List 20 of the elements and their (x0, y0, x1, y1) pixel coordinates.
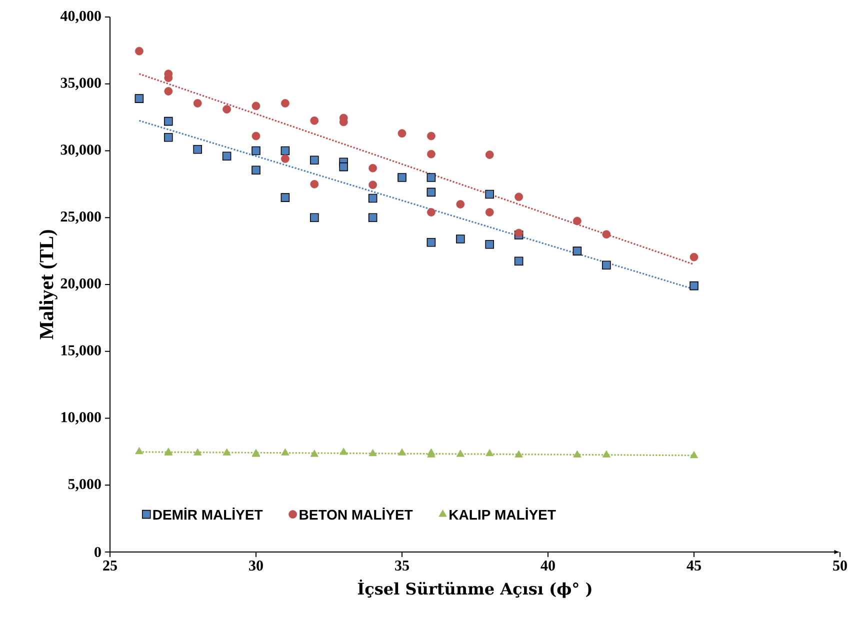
y-tick-label: 5,000 (68, 478, 101, 492)
y-tick-label: 35,000 (60, 78, 101, 90)
y-tick-label: 30,000 (60, 144, 101, 157)
legend-label: DEMİR MALİYET (153, 508, 263, 520)
y-tick-label: 0 (94, 546, 101, 558)
x-tick-label: 40 (540, 560, 555, 571)
x-tick-label: 50 (833, 560, 847, 571)
y-tick-label: 15,000 (61, 345, 101, 358)
x-tick-label: 30 (249, 560, 263, 571)
x-tick-label: 35 (395, 560, 409, 571)
y-tick-label: 25,000 (60, 211, 101, 224)
x-tick-label: 25 (103, 560, 117, 571)
x-axis-title: İçsel Sürtünme Açısı (ϕ° ) (358, 579, 592, 598)
y-tick-label: 40,000 (60, 10, 101, 24)
y-axis-title: Maliyet (TL) (39, 230, 58, 340)
y-tick-label: 10,000 (61, 412, 101, 424)
x-tick-label: 45 (686, 560, 701, 571)
legend-label: BETON MALİYET (300, 508, 413, 520)
legend-label: KALIP MALİYET (450, 508, 556, 520)
y-tick-label: 20,000 (60, 278, 101, 291)
